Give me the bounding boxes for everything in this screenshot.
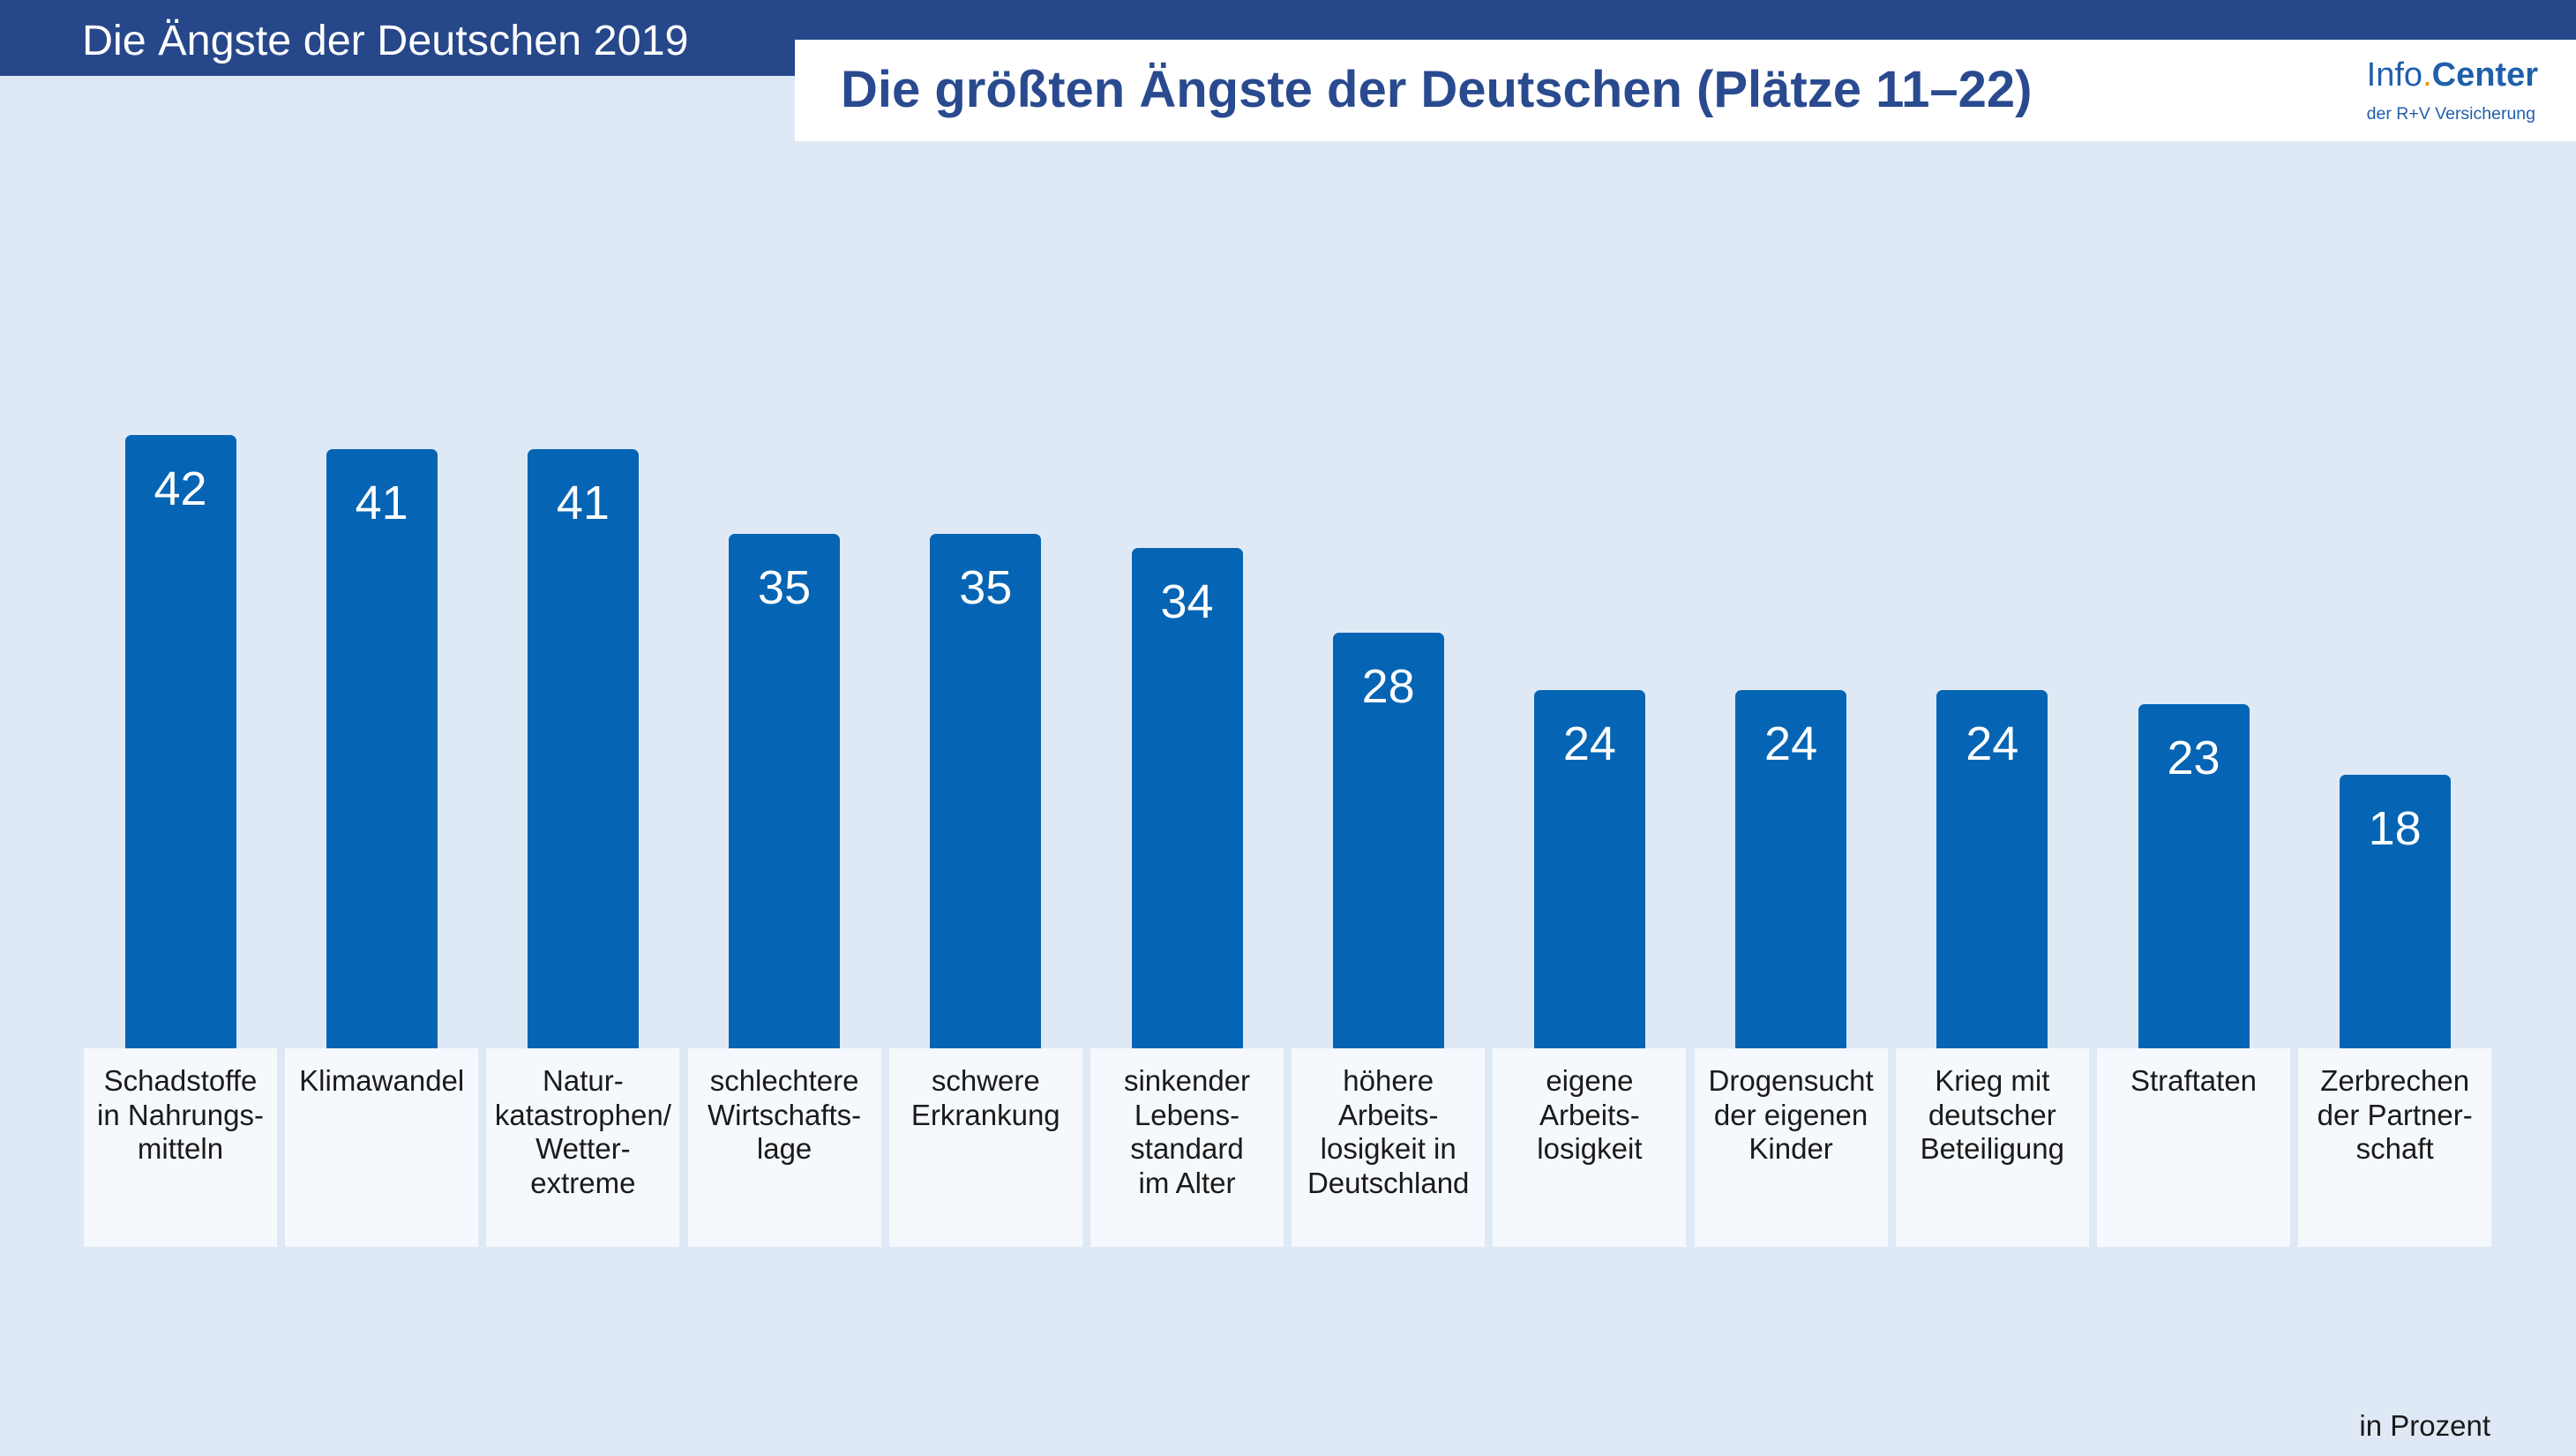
category-label-4: schlechtere Wirtschafts- lage (687, 1048, 881, 1247)
bar-11 (2138, 703, 2250, 1048)
info-center-logo: Info.Center der R+V Versicherung (2367, 56, 2538, 124)
value-label-9: 24 (1764, 717, 1818, 770)
unit-label: in Prozent (2359, 1409, 2490, 1442)
category-label-8: eigene Arbeits- losigkeit (1493, 1048, 1687, 1247)
value-label-12: 18 (2368, 801, 2422, 855)
category-label-10: Krieg mit deutscher Beteiligung (1895, 1048, 2089, 1247)
bar-3 (527, 448, 639, 1048)
value-label-10: 24 (1966, 717, 2019, 770)
bar-2 (326, 448, 438, 1048)
value-label-6: 34 (1160, 575, 1214, 628)
bar-10 (1936, 689, 2048, 1048)
category-label-1: Schadstoffe in Nahrungs- mitteln (84, 1048, 277, 1247)
bar-7 (1332, 633, 1444, 1048)
bar-12 (2339, 774, 2451, 1048)
value-label-1: 42 (154, 462, 207, 515)
value-label-7: 28 (1361, 660, 1415, 714)
value-label-3: 41 (556, 476, 610, 529)
logo-word-info: Info (2366, 56, 2423, 94)
section-tag-box: Die Ängste der Deutschen 2019 (0, 0, 795, 76)
category-label-7: höhere Arbeits- losigkeit in Deutschland (1292, 1048, 1486, 1247)
category-label-6: sinkender Lebens- standard im Alter (1090, 1048, 1284, 1247)
value-label-8: 24 (1562, 717, 1616, 770)
value-label-4: 35 (758, 560, 812, 614)
bar-1 (124, 434, 236, 1048)
value-label-5: 35 (959, 560, 1013, 614)
logo-dot: . (2422, 56, 2432, 94)
bar-8 (1533, 689, 1645, 1048)
bar-4 (729, 533, 841, 1048)
category-label-11: Straftaten (2097, 1048, 2290, 1247)
logo-subline: der R+V Versicherung (2366, 104, 2535, 124)
logo-wordmark: Info.Center (2367, 56, 2538, 94)
bar-9 (1735, 689, 1847, 1048)
bar-6 (1131, 548, 1243, 1048)
value-label-2: 41 (355, 476, 408, 529)
category-label-5: schwere Erkrankung (888, 1048, 1082, 1247)
section-tag: Die Ängste der Deutschen 2019 (82, 17, 689, 64)
category-label-9: Drogensucht der eigenen Kinder (1694, 1048, 1888, 1247)
category-label-3: Natur- katastrophen/ Wetter- extreme (486, 1048, 680, 1247)
bar-5 (930, 533, 1042, 1048)
category-label-12: Zerbrechen der Partner- schaft (2298, 1048, 2492, 1247)
value-label-11: 23 (2167, 731, 2220, 784)
chart-title: Die größten Ängste der Deutschen (Plätze… (841, 61, 2033, 118)
logo-word-center: Center (2431, 56, 2538, 94)
title-panel (795, 40, 2576, 141)
category-label-2: Klimawandel (285, 1048, 479, 1247)
